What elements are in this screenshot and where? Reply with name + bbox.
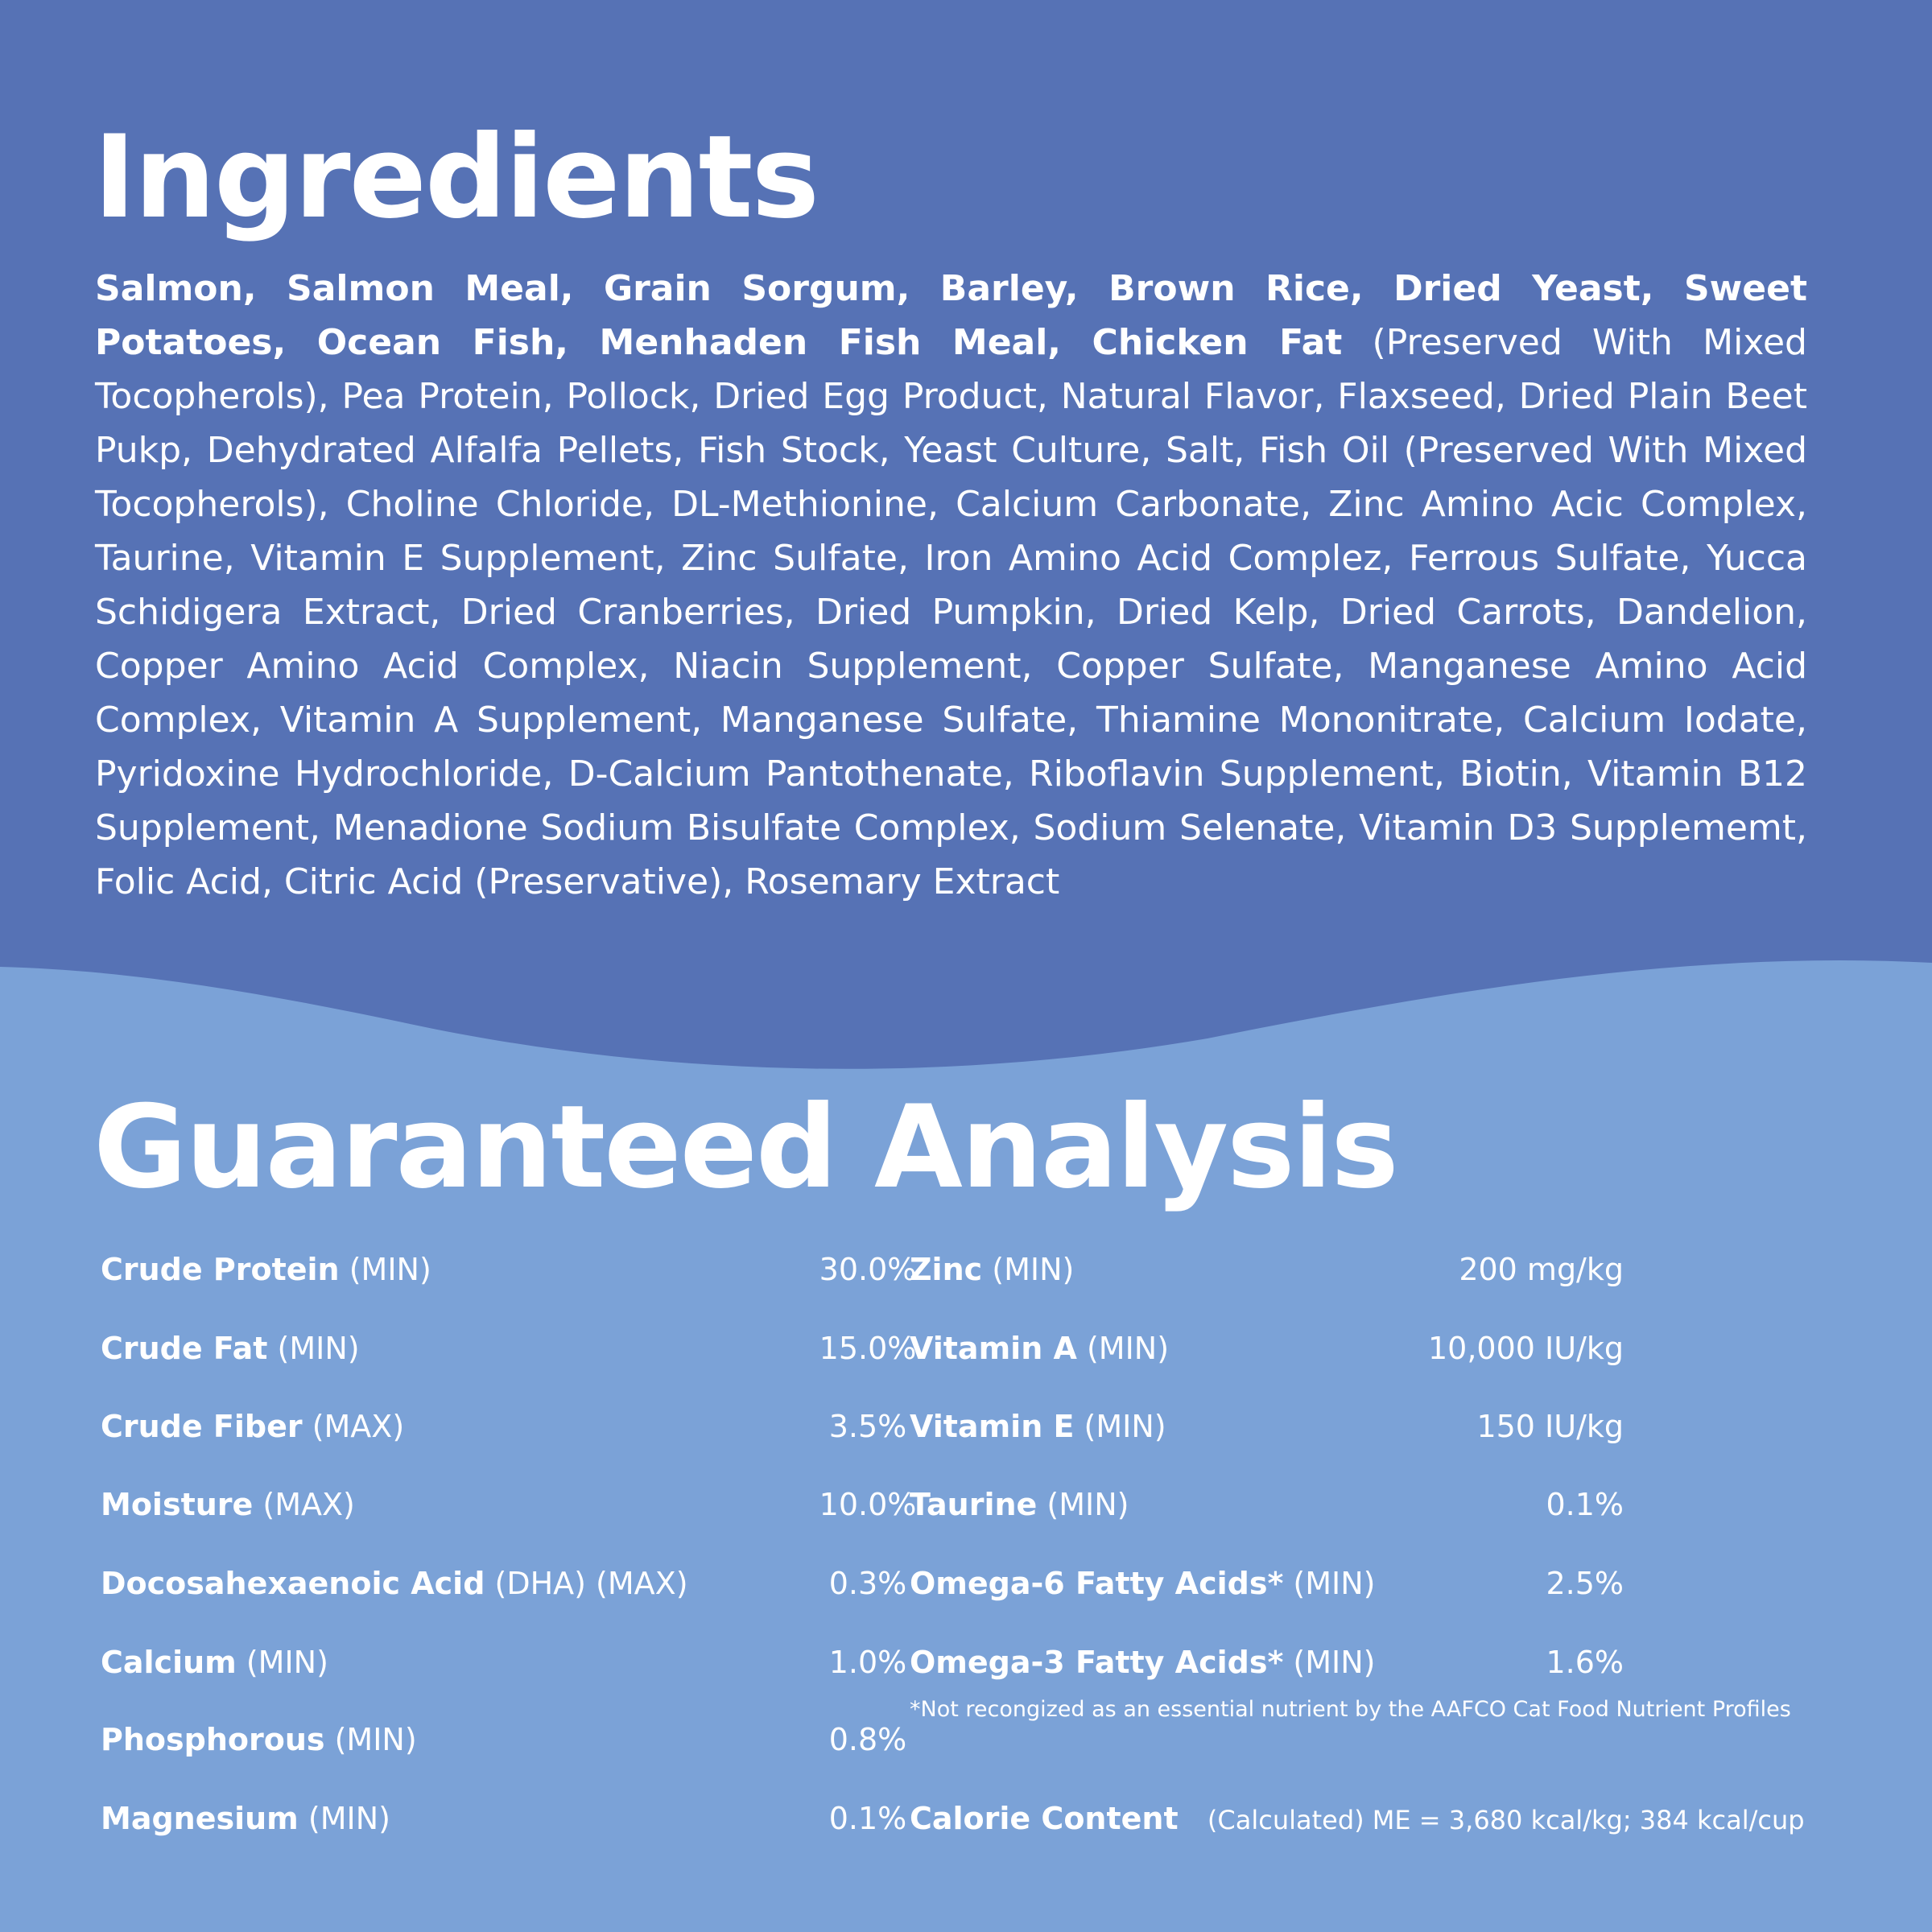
nutrient-name: Vitamin A — [910, 1331, 1077, 1366]
ingredients-title: Ingredients — [93, 111, 819, 244]
nutrient-name: Omega-6 Fatty Acids* — [910, 1566, 1284, 1601]
nutrient-value: 1.0% — [828, 1645, 907, 1680]
nutrient-value: 10,000 IU/kg — [1428, 1331, 1624, 1366]
nutrient-value: 0.3% — [828, 1566, 907, 1601]
nutrient-value: 0.8% — [828, 1722, 907, 1757]
calorie-text: (Calculated) ME = 3,680 kcal/kg; 384 kca… — [1207, 1805, 1805, 1835]
nutrient-value: 1.6% — [1546, 1645, 1624, 1680]
nutrient-name: Omega-3 Fatty Acids* — [910, 1645, 1284, 1680]
nutrient-value: 2.5% — [1546, 1566, 1624, 1601]
nutrient-qualifier: (MIN) — [992, 1252, 1075, 1287]
calorie-name: Calorie Content — [910, 1801, 1179, 1836]
analysis-title: Guaranteed Analysis — [93, 1081, 1399, 1214]
ingredients-rest: (Preserved With Mixed Tocopherols), Pea … — [95, 322, 1807, 902]
nutrient-qualifier: (MIN) — [1086, 1331, 1170, 1366]
nutrient-qualifier: (MIN) — [349, 1252, 431, 1287]
ingredients-text: Salmon, Salmon Meal, Grain Sorgum, Barle… — [95, 262, 1807, 909]
nutrient-qualifier: (DHA) (MAX) — [494, 1566, 688, 1601]
nutrient-value: 0.1% — [828, 1801, 907, 1836]
calorie-content: Calorie Content (Calculated) ME = 3,680 … — [910, 1794, 1805, 1844]
nutrient-qualifier: (MIN) — [334, 1722, 417, 1757]
nutrient-qualifier: (MIN) — [308, 1801, 390, 1836]
nutrient-name: Vitamin E — [910, 1409, 1075, 1444]
nutrient-qualifier: (MAX) — [312, 1409, 405, 1444]
nutrient-value: 3.5% — [828, 1409, 907, 1444]
nutrient-name: Crude Fiber — [101, 1409, 303, 1444]
nutrient-name: Docosahexaenoic Acid — [101, 1566, 485, 1601]
nutrient-name: Taurine — [910, 1487, 1038, 1522]
nutrient-qualifier: (MIN) — [277, 1331, 360, 1366]
nutrient-value: 30.0% — [819, 1252, 917, 1287]
nutrient-qualifier: (MIN) — [1293, 1566, 1376, 1601]
nutrient-value: 150 IU/kg — [1476, 1409, 1624, 1444]
nutrient-name: Zinc — [910, 1252, 983, 1287]
nutrient-qualifier: (MAX) — [262, 1487, 355, 1522]
nutrient-value: 0.1% — [1546, 1487, 1624, 1522]
nutrient-name: Crude Fat — [101, 1331, 268, 1366]
nutrient-name: Phosphorous — [101, 1722, 325, 1757]
nutrient-qualifier: (MIN) — [246, 1645, 328, 1680]
footnote: *Not recongized as an essential nutrient… — [910, 1697, 1791, 1722]
nutrient-name: Calcium — [101, 1645, 237, 1680]
nutrient-name: Moisture — [101, 1487, 254, 1522]
nutrient-value: 15.0% — [819, 1331, 917, 1366]
nutrient-name: Magnesium — [101, 1801, 299, 1836]
ingredients-bold: Salmon, Salmon Meal, Grain Sorgum, Barle… — [95, 268, 1807, 363]
nutrient-value: 200 mg/kg — [1459, 1252, 1624, 1287]
nutrient-qualifier: (MIN) — [1293, 1645, 1376, 1680]
nutrient-qualifier: (MIN) — [1046, 1487, 1129, 1522]
top-panel — [0, 0, 1932, 1069]
nutrient-value: 10.0% — [819, 1487, 917, 1522]
nutrient-qualifier: (MIN) — [1084, 1409, 1166, 1444]
nutrient-name: Crude Protein — [101, 1252, 340, 1287]
